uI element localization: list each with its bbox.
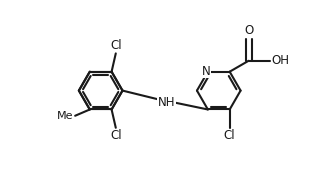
- Text: Cl: Cl: [110, 39, 122, 52]
- Text: OH: OH: [272, 54, 290, 67]
- Text: Cl: Cl: [110, 129, 122, 142]
- Text: N: N: [202, 65, 210, 78]
- Text: Cl: Cl: [224, 129, 235, 142]
- Text: Me: Me: [56, 111, 73, 121]
- Text: NH: NH: [157, 96, 175, 109]
- Text: O: O: [244, 24, 253, 37]
